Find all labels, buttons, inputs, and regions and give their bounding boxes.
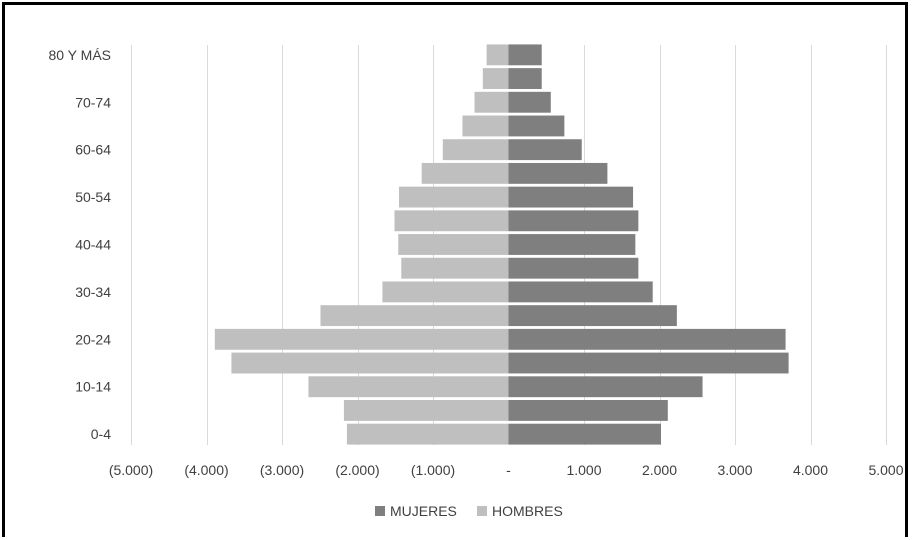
legend: MUJERES HOMBRES — [375, 503, 563, 519]
bar-mujeres-70-74 — [508, 91, 551, 113]
bar-mujeres-25-29 — [508, 305, 677, 327]
y-tick-label: 50-54 — [75, 189, 111, 205]
y-tick-label: 40-44 — [75, 237, 111, 253]
y-tick-label: 10-14 — [75, 379, 111, 395]
bar-mujeres-15-19 — [508, 352, 789, 374]
x-axis-labels: (5.000) (4.000) (3.000) (2.000) (1.000) - 1.00… — [109, 462, 904, 478]
x-tick-label: (1.000) — [411, 462, 455, 478]
bar-mujeres-40-44 — [508, 234, 636, 255]
bar-mujeres-35-39 — [508, 257, 639, 279]
x-tick-label: 2.000 — [642, 462, 677, 478]
y-tick-label: 0-4 — [91, 426, 111, 442]
bar-hombres-5-9 — [343, 400, 509, 421]
population-pyramid-chart: 0-4 10-14 20-24 30-34 40-44 50-54 60-64 70-74 80… — [48, 44, 904, 519]
bar-mujeres-55-59 — [508, 162, 608, 184]
bar-hombres-70-74 — [474, 91, 509, 113]
bar-hombres-80 Y MÁS — [486, 44, 509, 66]
bar-mujeres-0-4 — [508, 423, 662, 445]
bar-mujeres-30-34 — [508, 281, 653, 303]
bar-hombres-25-29 — [320, 305, 509, 327]
x-tick-label: (2.000) — [335, 462, 379, 478]
legend-swatch-mujeres — [375, 506, 385, 516]
x-tick-label: (5.000) — [109, 462, 153, 478]
bars — [214, 44, 789, 445]
bar-hombres-75-79 — [482, 68, 509, 89]
bar-hombres-55-59 — [421, 162, 509, 184]
bar-hombres-15-19 — [231, 352, 509, 374]
bar-hombres-20-24 — [214, 328, 509, 350]
bar-hombres-45-49 — [394, 210, 509, 232]
bar-hombres-10-14 — [308, 376, 509, 398]
x-tick-label: 3.000 — [717, 462, 752, 478]
y-axis-labels: 0-4 10-14 20-24 30-34 40-44 50-54 60-64 70-74 80… — [48, 47, 111, 442]
bar-mujeres-45-49 — [508, 210, 639, 232]
legend-label-hombres: HOMBRES — [492, 503, 563, 519]
bar-mujeres-20-24 — [508, 328, 786, 350]
y-tick-label: 30-34 — [75, 284, 111, 300]
bar-hombres-60-64 — [442, 139, 509, 161]
legend-swatch-hombres — [477, 506, 487, 516]
y-tick-label: 70-74 — [75, 94, 111, 110]
bar-mujeres-60-64 — [508, 139, 582, 161]
legend-label-mujeres: MUJERES — [390, 503, 457, 519]
x-tick-label: (3.000) — [260, 462, 304, 478]
bar-hombres-30-34 — [382, 281, 509, 303]
x-tick-label: 5.000 — [868, 462, 903, 478]
bar-hombres-40-44 — [398, 234, 509, 255]
x-tick-label: (4.000) — [184, 462, 228, 478]
bar-mujeres-50-54 — [508, 186, 634, 208]
bar-mujeres-80 Y MÁS — [508, 44, 542, 66]
x-tick-label: - — [506, 462, 511, 478]
y-tick-label: 20-24 — [75, 331, 111, 347]
bar-hombres-65-69 — [462, 115, 509, 137]
x-tick-label: 1.000 — [566, 462, 601, 478]
bar-mujeres-10-14 — [508, 376, 703, 398]
bar-hombres-50-54 — [399, 186, 509, 208]
x-tick-label: 4.000 — [793, 462, 828, 478]
bar-hombres-35-39 — [401, 257, 509, 279]
bar-mujeres-75-79 — [508, 68, 542, 89]
y-tick-label: 60-64 — [75, 142, 111, 158]
bar-mujeres-5-9 — [508, 400, 668, 421]
y-tick-label: 80 Y MÁS — [48, 47, 111, 63]
bar-mujeres-65-69 — [508, 115, 565, 137]
bar-hombres-0-4 — [346, 423, 509, 445]
